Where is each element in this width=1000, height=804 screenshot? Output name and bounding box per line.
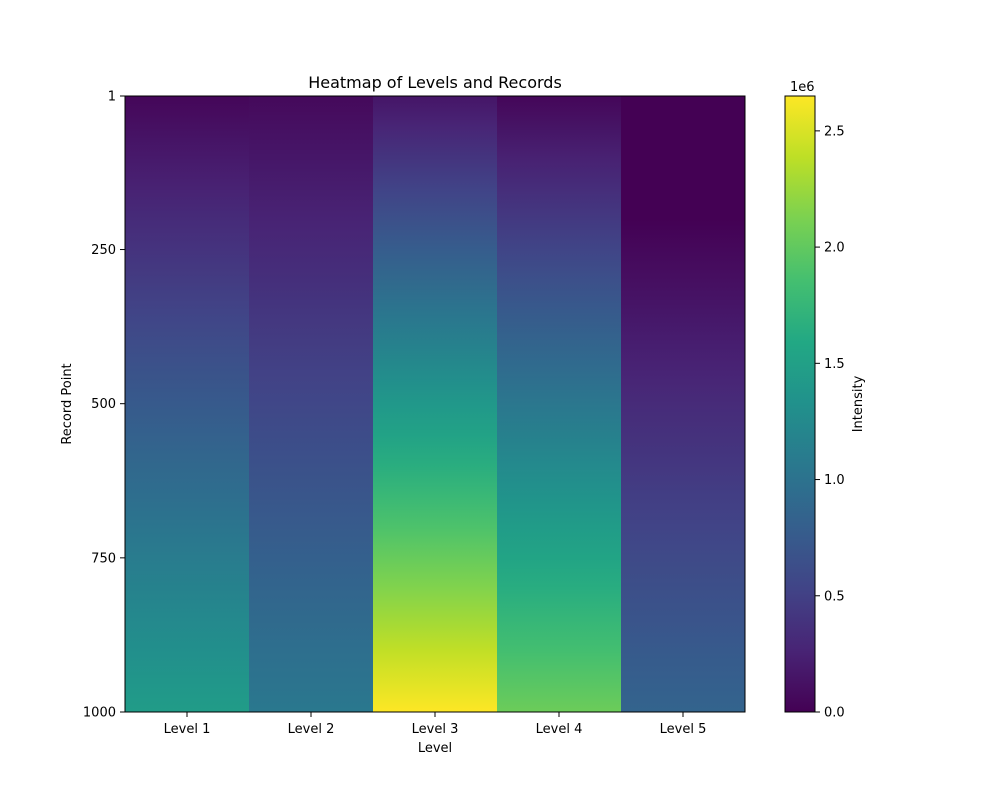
y-tick-label: 1 bbox=[108, 90, 116, 105]
y-tick-label: 250 bbox=[91, 243, 116, 258]
x-tick-label: Level 2 bbox=[288, 722, 335, 737]
y-axis-ticks: 1 250 500 750 1000 bbox=[83, 90, 125, 721]
colorbar-label: Intensity bbox=[851, 375, 866, 432]
colorbar-tick-label: 1.5 bbox=[824, 357, 845, 372]
chart-title: Heatmap of Levels and Records bbox=[308, 73, 562, 92]
colorbar: 0.0 0.5 1.0 1.5 2.0 2.5 1e6 Intensity bbox=[784, 80, 866, 721]
colorbar-offset-text: 1e6 bbox=[790, 80, 815, 95]
y-axis-label: Record Point bbox=[60, 363, 75, 444]
colorbar-tick-label: 0.5 bbox=[824, 589, 845, 604]
x-tick-label: Level 1 bbox=[164, 722, 211, 737]
heatmap-column-5 bbox=[621, 96, 746, 712]
y-tick-label: 750 bbox=[91, 551, 116, 566]
colorbar-tick-label: 0.0 bbox=[824, 706, 845, 721]
x-tick-label: Level 5 bbox=[660, 722, 707, 737]
heatmap-cells bbox=[125, 96, 746, 712]
colorbar-frame bbox=[784, 95, 816, 713]
heatmap-column-2 bbox=[249, 96, 374, 712]
colorbar-tick-label: 1.0 bbox=[824, 473, 845, 488]
x-tick-label: Level 4 bbox=[536, 722, 583, 737]
heatmap-column-4 bbox=[497, 96, 622, 712]
colorbar-tick-label: 2.5 bbox=[824, 124, 845, 139]
colorbar-tick-label: 2.0 bbox=[824, 241, 845, 256]
y-tick-label: 500 bbox=[91, 397, 116, 412]
x-axis-ticks: Level 1 Level 2 Level 3 Level 4 Level 5 bbox=[164, 712, 707, 737]
x-tick-label: Level 3 bbox=[412, 722, 459, 737]
heatmap-column-3 bbox=[373, 96, 498, 712]
heatmap-column-1 bbox=[125, 96, 250, 712]
colorbar-gradient bbox=[785, 96, 815, 712]
colorbar-ticks: 0.0 0.5 1.0 1.5 2.0 2.5 bbox=[815, 124, 845, 721]
x-axis-label: Level bbox=[418, 741, 452, 756]
y-tick-label: 1000 bbox=[83, 706, 116, 721]
